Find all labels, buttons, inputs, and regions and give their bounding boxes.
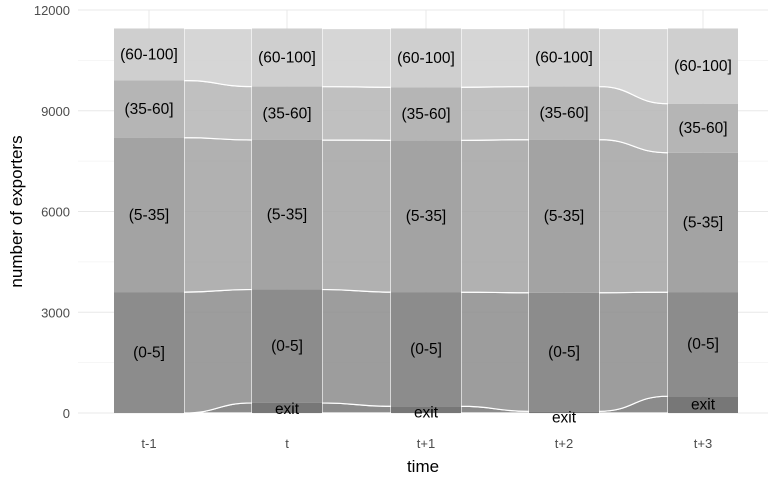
flow-ribbon-0-5	[183, 288, 253, 414]
stratum-bar	[529, 139, 599, 293]
stratum-label: exit	[414, 404, 439, 421]
stratum-bar	[114, 292, 184, 413]
flow-ribbons	[183, 27, 669, 414]
stratum-label: (60-100]	[535, 50, 593, 67]
flow-ribbon-60-100	[183, 27, 253, 88]
y-tick-label: 0	[63, 406, 70, 421]
stratum-label: (5-35]	[267, 207, 308, 224]
stratum-label: (35-60]	[262, 105, 311, 122]
stratum-bar	[529, 86, 599, 140]
stratum-label: (0-5]	[133, 345, 165, 362]
stratum-label: (5-35]	[683, 214, 724, 231]
y-tick-label: 12000	[34, 3, 70, 18]
stratum-label: (60-100]	[120, 46, 178, 63]
flow-ribbon-35-60	[183, 79, 253, 141]
stratum-label: (60-100]	[397, 50, 455, 67]
strata-labels: (0-5] (5-35] (35-60] (60-100] exit (0-5] (5-35…	[120, 46, 732, 426]
stratum-bar	[529, 411, 599, 413]
stratum-bar	[668, 396, 738, 413]
flow-ribbon-0-5	[321, 288, 392, 407]
stratum-label: (35-60]	[539, 105, 588, 122]
stratum-bar	[391, 28, 461, 88]
y-tick-label: 3000	[41, 305, 70, 320]
stratum-label: (0-5]	[548, 344, 580, 361]
flow-ribbon-5-35	[460, 139, 530, 294]
stratum-label: exit	[691, 397, 716, 414]
x-axis-title: time	[407, 457, 439, 476]
stratum-label: exit	[275, 401, 300, 418]
stratum-bar	[668, 152, 738, 293]
x-tick-label: t-1	[141, 436, 156, 451]
x-tick-label: t+2	[555, 436, 573, 451]
stratum-label: (5-35]	[544, 208, 585, 225]
stratum-bar	[252, 86, 322, 140]
strata-bars	[114, 28, 738, 413]
stratum-label: (35-60]	[124, 101, 173, 118]
stratum-bar	[668, 292, 738, 397]
x-tick-label: t+1	[417, 436, 435, 451]
x-tick-label: t	[285, 436, 289, 451]
stratum-bar	[252, 289, 322, 403]
stratum-label: (35-60]	[401, 106, 450, 123]
stratum-bar	[391, 140, 461, 293]
stratum-bar	[529, 28, 599, 87]
y-axis-ticks: 0 3000 6000 9000 12000	[34, 3, 70, 421]
stratum-label: (0-5]	[410, 341, 442, 358]
stratum-bar	[668, 103, 738, 153]
stratum-bar	[114, 80, 184, 138]
stratum-bar	[391, 87, 461, 141]
stratum-label: (0-5]	[271, 338, 303, 355]
stratum-bar	[391, 406, 461, 413]
stratum-bar	[529, 292, 599, 412]
stratum-bar	[252, 402, 322, 413]
x-tick-label: t+3	[694, 436, 712, 451]
flow-ribbon-0-5	[598, 291, 669, 412]
stratum-label: (60-100]	[258, 50, 316, 67]
stratum-label: (60-100]	[674, 58, 732, 75]
flow-ribbon-0-5	[460, 291, 530, 412]
stratum-bar	[668, 28, 738, 104]
stratum-bar	[391, 292, 461, 407]
stratum-label: (5-35]	[406, 208, 447, 225]
stratum-label: (5-35]	[129, 207, 170, 224]
stratum-bar	[114, 137, 184, 293]
flow-ribbon-5-35	[321, 139, 392, 293]
stratum-label: (0-5]	[687, 336, 719, 353]
flow-ribbon-60-100	[460, 27, 530, 88]
stratum-bar	[114, 28, 184, 81]
y-axis-title: number of exporters	[7, 135, 26, 287]
flow-ribbon-35-60	[460, 85, 530, 141]
stratum-label: (35-60]	[678, 120, 727, 137]
x-axis-ticks: t-1 t t+1 t+2 t+3	[141, 436, 712, 451]
stratum-bar	[252, 28, 322, 87]
stratum-label: exit	[552, 409, 577, 426]
flow-ribbon-60-100	[598, 27, 669, 105]
flow-ribbon-35-60	[321, 85, 392, 141]
stratum-bar	[252, 139, 322, 290]
flow-ribbon-5-35	[183, 137, 253, 293]
y-tick-label: 9000	[41, 104, 70, 119]
flow-ribbon-5-35	[598, 139, 669, 294]
flow-ribbon-60-100	[321, 27, 392, 88]
y-tick-label: 6000	[41, 205, 70, 220]
